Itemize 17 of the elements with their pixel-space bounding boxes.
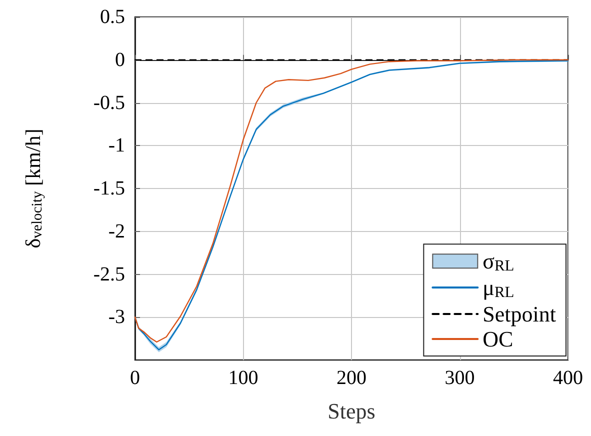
y-tick-label: 0.5 (100, 6, 125, 28)
y-tick-label: 0 (115, 48, 125, 71)
x-tick-label: 0 (130, 367, 140, 389)
y-tick-label: -1 (108, 134, 125, 157)
x-axis-title: Steps (328, 398, 376, 424)
y-tick-label: -2 (108, 220, 125, 242)
y-tick-label: -3 (108, 306, 125, 328)
x-tick-label: 200 (336, 367, 366, 389)
y-tick-label: -2.5 (93, 263, 125, 286)
y-tick-label: -1.5 (93, 178, 125, 200)
x-tick-label: 400 (553, 367, 583, 389)
y-tick-label: -0.5 (93, 92, 125, 114)
legend-label: OC (482, 326, 514, 352)
x-tick-label: 100 (228, 367, 258, 389)
legend-label: Setpoint (482, 302, 556, 326)
x-tick-label: 300 (444, 367, 475, 389)
y-axis-title: δvelocity [km/h] (20, 128, 46, 248)
